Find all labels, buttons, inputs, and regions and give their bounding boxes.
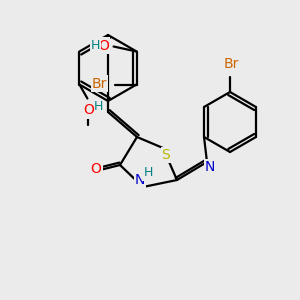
Text: N: N	[205, 160, 215, 174]
Text: O: O	[91, 162, 101, 176]
Text: H: H	[91, 39, 100, 52]
Text: H: H	[93, 100, 103, 113]
Text: O: O	[98, 38, 109, 52]
Text: N: N	[135, 173, 145, 187]
Text: H: H	[143, 167, 153, 179]
Text: Br: Br	[92, 76, 107, 91]
Text: S: S	[162, 148, 170, 162]
Text: O: O	[83, 103, 94, 118]
Text: Br: Br	[223, 57, 239, 71]
